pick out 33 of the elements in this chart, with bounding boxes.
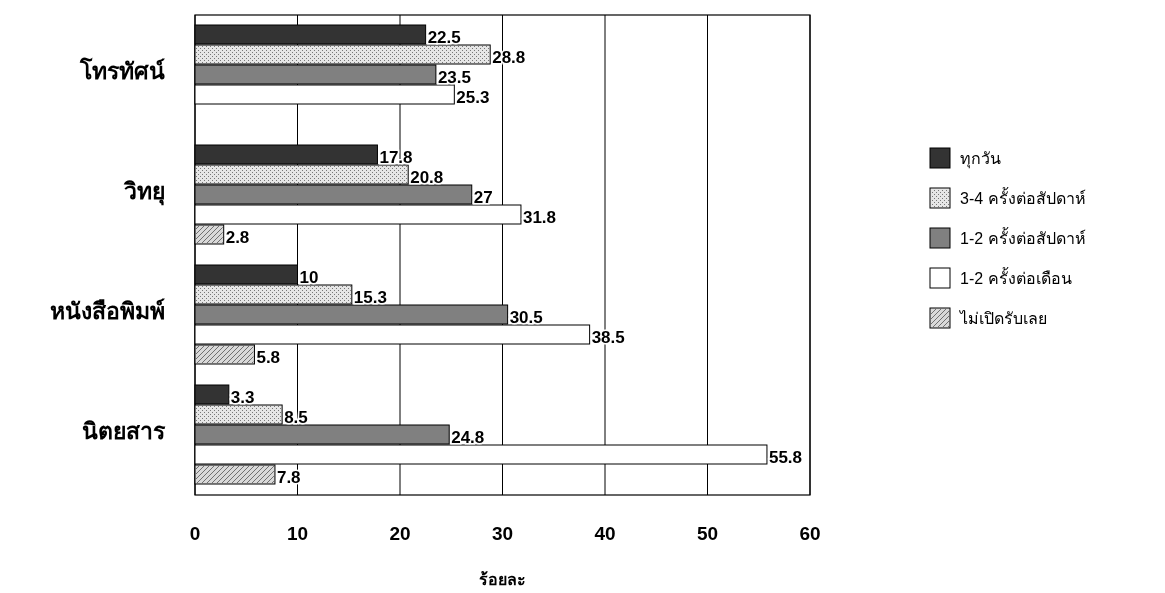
data-label: 23.5 <box>437 68 471 87</box>
y-tick-label: นิตยสาร <box>82 418 166 445</box>
x-axis-title: ร้อยละ <box>479 571 526 588</box>
legend-label: 3-4 ครั้งต่อสัปดาห์ <box>960 187 1086 207</box>
legend-label: 1-2 ครั้งต่อเดือน <box>960 267 1072 287</box>
data-label: 2.8 <box>225 228 250 247</box>
data-label: 38.5 <box>591 328 625 347</box>
x-tick-label: 60 <box>799 523 821 544</box>
data-label: 55.8 <box>768 448 803 467</box>
data-label: 20.8 <box>410 168 444 187</box>
x-tick-label: 40 <box>594 523 616 544</box>
x-tick-label: 30 <box>491 523 514 544</box>
x-tick-label: 20 <box>389 523 411 544</box>
data-label: 22.5 <box>427 28 461 47</box>
data-label: 27 <box>473 188 493 207</box>
data-label: 24.8 <box>451 428 485 447</box>
x-tick-label: 50 <box>696 523 719 544</box>
data-label: 5.8 <box>256 348 281 367</box>
x-tick-label: 0 <box>189 523 201 544</box>
legend-label: ทุกวัน <box>960 150 1001 169</box>
y-tick-label: หนังสือพิมพ์ <box>50 298 165 325</box>
legend-label: 1-2 ครั้งต่อสัปดาห์ <box>960 227 1086 247</box>
data-label: 10 <box>299 268 319 287</box>
data-label: 3.3 <box>230 388 255 407</box>
y-tick-label: วิทยุ <box>123 178 165 207</box>
y-tick-label: โทรทัศน์ <box>79 57 165 85</box>
data-label: 17.8 <box>379 148 413 167</box>
data-label: 25.3 <box>456 88 490 107</box>
data-label: 31.8 <box>522 208 557 227</box>
data-label: 15.3 <box>353 288 387 307</box>
data-label: 30.5 <box>509 308 543 327</box>
legend-label: ไม่เปิดรับเลย <box>958 309 1047 327</box>
x-tick-label: 10 <box>286 523 309 544</box>
